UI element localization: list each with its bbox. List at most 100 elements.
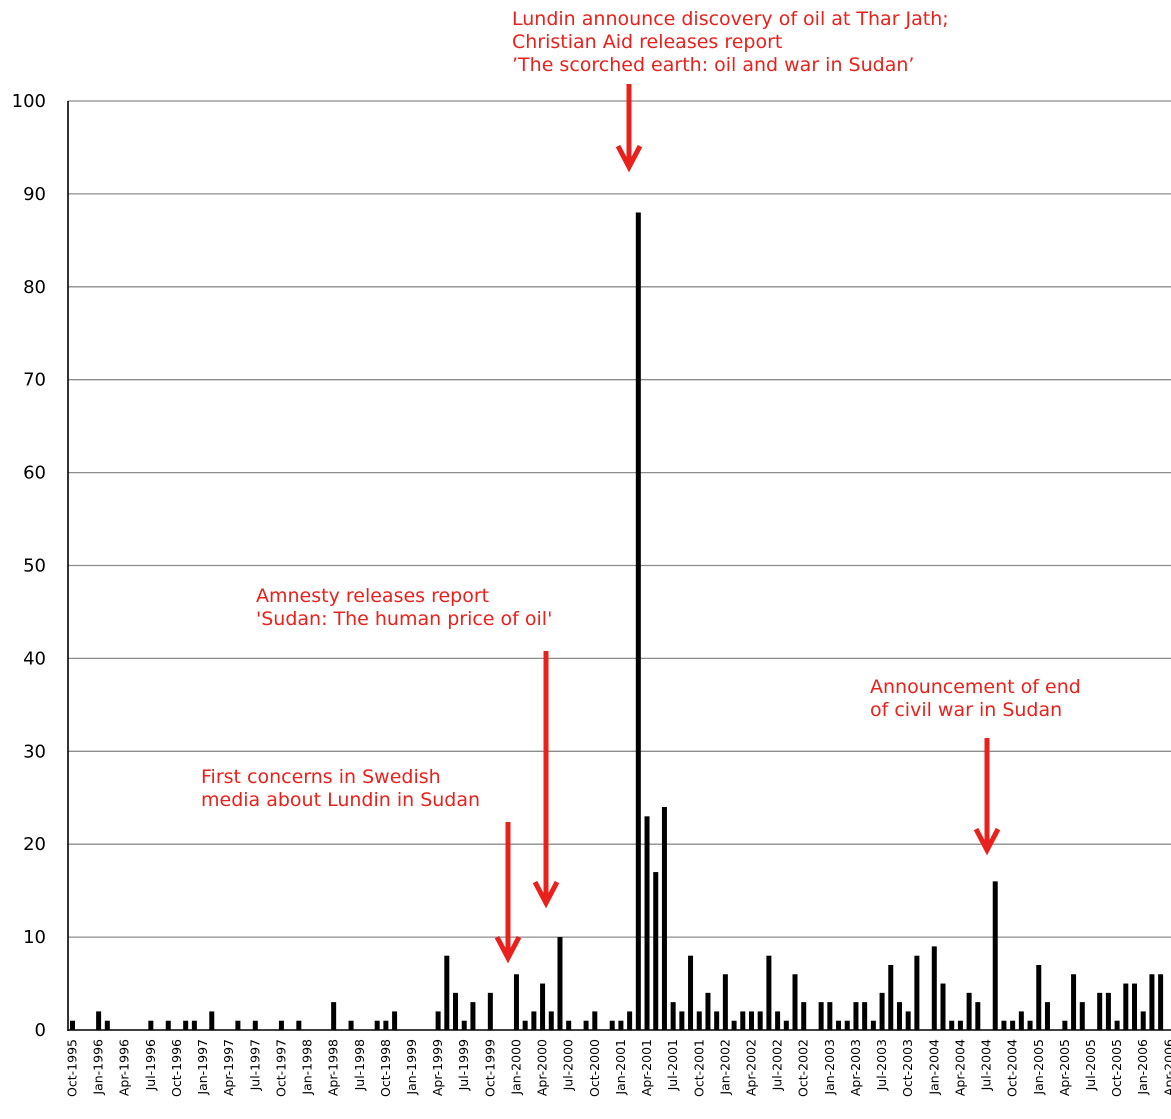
bar-Jan-2003 bbox=[827, 1002, 833, 1030]
bar-Jul-1996 bbox=[148, 1020, 154, 1030]
bar-Oct-1997 bbox=[278, 1020, 284, 1030]
bar-Jul-1999 bbox=[461, 1020, 467, 1030]
bar-Dec-1997 bbox=[296, 1020, 302, 1030]
annotation-text-line: Amnesty releases report bbox=[256, 585, 489, 607]
x-tick-label: Apr-2001 bbox=[639, 1039, 654, 1096]
x-tick-label: Jul-1998 bbox=[352, 1039, 367, 1091]
bar-Mar-2000 bbox=[531, 1011, 537, 1030]
bar-Dec-1996 bbox=[191, 1020, 197, 1030]
x-tick-label: Jul-2005 bbox=[1083, 1039, 1098, 1091]
bar-May-2001 bbox=[653, 872, 659, 1030]
x-tick-label: Apr-1997 bbox=[221, 1039, 236, 1096]
bar-Jun-1998 bbox=[348, 1020, 354, 1030]
bar-Sep-2005 bbox=[1105, 992, 1111, 1030]
x-tick-label: Jan-1997 bbox=[195, 1039, 210, 1096]
x-tick-label: Jan-2006 bbox=[1135, 1039, 1150, 1096]
bar-Nov-2001 bbox=[705, 992, 711, 1030]
x-tick-label: Jul-1996 bbox=[143, 1039, 158, 1091]
bar-Nov-2003 bbox=[914, 955, 920, 1030]
bar-Aug-2003 bbox=[888, 964, 894, 1030]
bar-May-1997 bbox=[235, 1020, 241, 1030]
bar-Feb-1997 bbox=[209, 1011, 215, 1030]
bars bbox=[70, 212, 1164, 1031]
x-tick-label: Jan-2004 bbox=[926, 1039, 941, 1096]
bar-Aug-2001 bbox=[679, 1011, 685, 1030]
y-tick-label: 70 bbox=[23, 370, 46, 391]
bar-Jul-2002 bbox=[775, 1011, 781, 1030]
bar-Mar-2001 bbox=[635, 212, 641, 1031]
x-tick-label: Oct-1998 bbox=[378, 1039, 393, 1097]
x-tick-label: Oct-1999 bbox=[482, 1039, 497, 1097]
x-tick-label: Apr-2006 bbox=[1161, 1039, 1171, 1096]
x-tick-label: Jul-1999 bbox=[456, 1039, 471, 1091]
x-tick-label: Apr-1999 bbox=[430, 1039, 445, 1096]
bar-Dec-2004 bbox=[1027, 1020, 1033, 1030]
annotations: Lundin announce discovery of oil at Thar… bbox=[201, 8, 1081, 964]
bar-Feb-2005 bbox=[1044, 1002, 1050, 1030]
x-tick-label: Jan-2001 bbox=[613, 1039, 628, 1096]
bar-Oct-2000 bbox=[592, 1011, 598, 1030]
bar-Apr-2002 bbox=[748, 1011, 754, 1030]
bar-Oct-1999 bbox=[487, 992, 493, 1030]
bar-Oct-2002 bbox=[801, 1002, 807, 1030]
bar-Jan-2006 bbox=[1140, 1011, 1146, 1030]
bar-Sep-2003 bbox=[896, 1002, 902, 1030]
y-tick-label: 100 bbox=[12, 91, 46, 112]
bar-Oct-2001 bbox=[696, 1011, 702, 1030]
bar-Jun-2002 bbox=[766, 955, 772, 1030]
y-tick-label: 30 bbox=[23, 741, 46, 762]
annotation-arrow-head bbox=[615, 144, 643, 173]
x-tick-label: Jul-2003 bbox=[874, 1039, 889, 1091]
y-axis-tick-labels: 0 10 20 30 40 50 60 70 80 90 100 bbox=[12, 91, 46, 1041]
annotation-text-line: Announcement of end bbox=[870, 676, 1081, 698]
bar-Oct-2004 bbox=[1010, 1020, 1016, 1030]
x-tick-label: Jan-2005 bbox=[1031, 1039, 1046, 1096]
bar-Dec-2001 bbox=[714, 1011, 720, 1030]
bar-Apr-2005 bbox=[1062, 1020, 1068, 1030]
y-tick-label: 0 bbox=[35, 1020, 46, 1041]
x-tick-label: Apr-2004 bbox=[952, 1039, 967, 1096]
x-tick-label: Apr-2000 bbox=[535, 1039, 550, 1096]
bar-Oct-2003 bbox=[905, 1011, 911, 1030]
x-tick-label: Jan-1999 bbox=[404, 1039, 419, 1096]
annotation-arrow-head bbox=[532, 880, 560, 909]
bar-Jul-2001 bbox=[670, 1002, 676, 1030]
bar-Apr-2004 bbox=[957, 1020, 963, 1030]
bar-Jun-2001 bbox=[661, 807, 667, 1030]
bar-Jul-1997 bbox=[252, 1020, 258, 1030]
x-tick-label: Jul-2001 bbox=[665, 1039, 680, 1091]
bar-May-2005 bbox=[1071, 974, 1077, 1030]
bar-Sep-1998 bbox=[374, 1020, 380, 1030]
x-tick-label: Jan-2003 bbox=[822, 1039, 837, 1096]
bar-Sep-1996 bbox=[165, 1020, 171, 1030]
bar-Apr-1998 bbox=[331, 1002, 337, 1030]
x-tick-label: Oct-1997 bbox=[273, 1039, 288, 1097]
x-tick-label: Apr-2005 bbox=[1057, 1039, 1072, 1096]
bar-Jan-1996 bbox=[96, 1011, 102, 1030]
bar-Feb-2003 bbox=[836, 1020, 842, 1030]
x-tick-label: Jan-2002 bbox=[717, 1039, 732, 1096]
x-tick-label: Jan-1996 bbox=[91, 1039, 106, 1096]
bar-Oct-1995 bbox=[70, 1020, 75, 1030]
x-tick-label: Apr-2002 bbox=[743, 1039, 758, 1096]
bar-Nov-1996 bbox=[183, 1020, 189, 1030]
annotation-text-line: 'Sudan: The human price of oil' bbox=[256, 608, 552, 630]
bar-Jan-2004 bbox=[931, 946, 937, 1030]
x-tick-label: Oct-1996 bbox=[169, 1039, 184, 1097]
bar-Jul-2000 bbox=[566, 1020, 572, 1030]
bar-Nov-2004 bbox=[1018, 1011, 1024, 1030]
bar-Jun-2000 bbox=[557, 937, 563, 1030]
x-tick-label: Jan-1998 bbox=[300, 1039, 315, 1096]
bar-Mar-2004 bbox=[949, 1020, 955, 1030]
bar-Sep-2000 bbox=[583, 1020, 589, 1030]
x-tick-label: Jul-2000 bbox=[561, 1039, 576, 1091]
bar-May-2004 bbox=[966, 992, 972, 1030]
annotation-text-line: ’The scorched earth: oil and war in Suda… bbox=[512, 54, 914, 76]
x-tick-label: Apr-1998 bbox=[326, 1039, 341, 1096]
bar-Apr-1999 bbox=[435, 1011, 441, 1030]
bar-Jun-2004 bbox=[975, 1002, 981, 1030]
bar-Oct-2005 bbox=[1114, 1020, 1120, 1030]
bar-Aug-2005 bbox=[1097, 992, 1103, 1030]
bar-May-1999 bbox=[444, 955, 450, 1030]
